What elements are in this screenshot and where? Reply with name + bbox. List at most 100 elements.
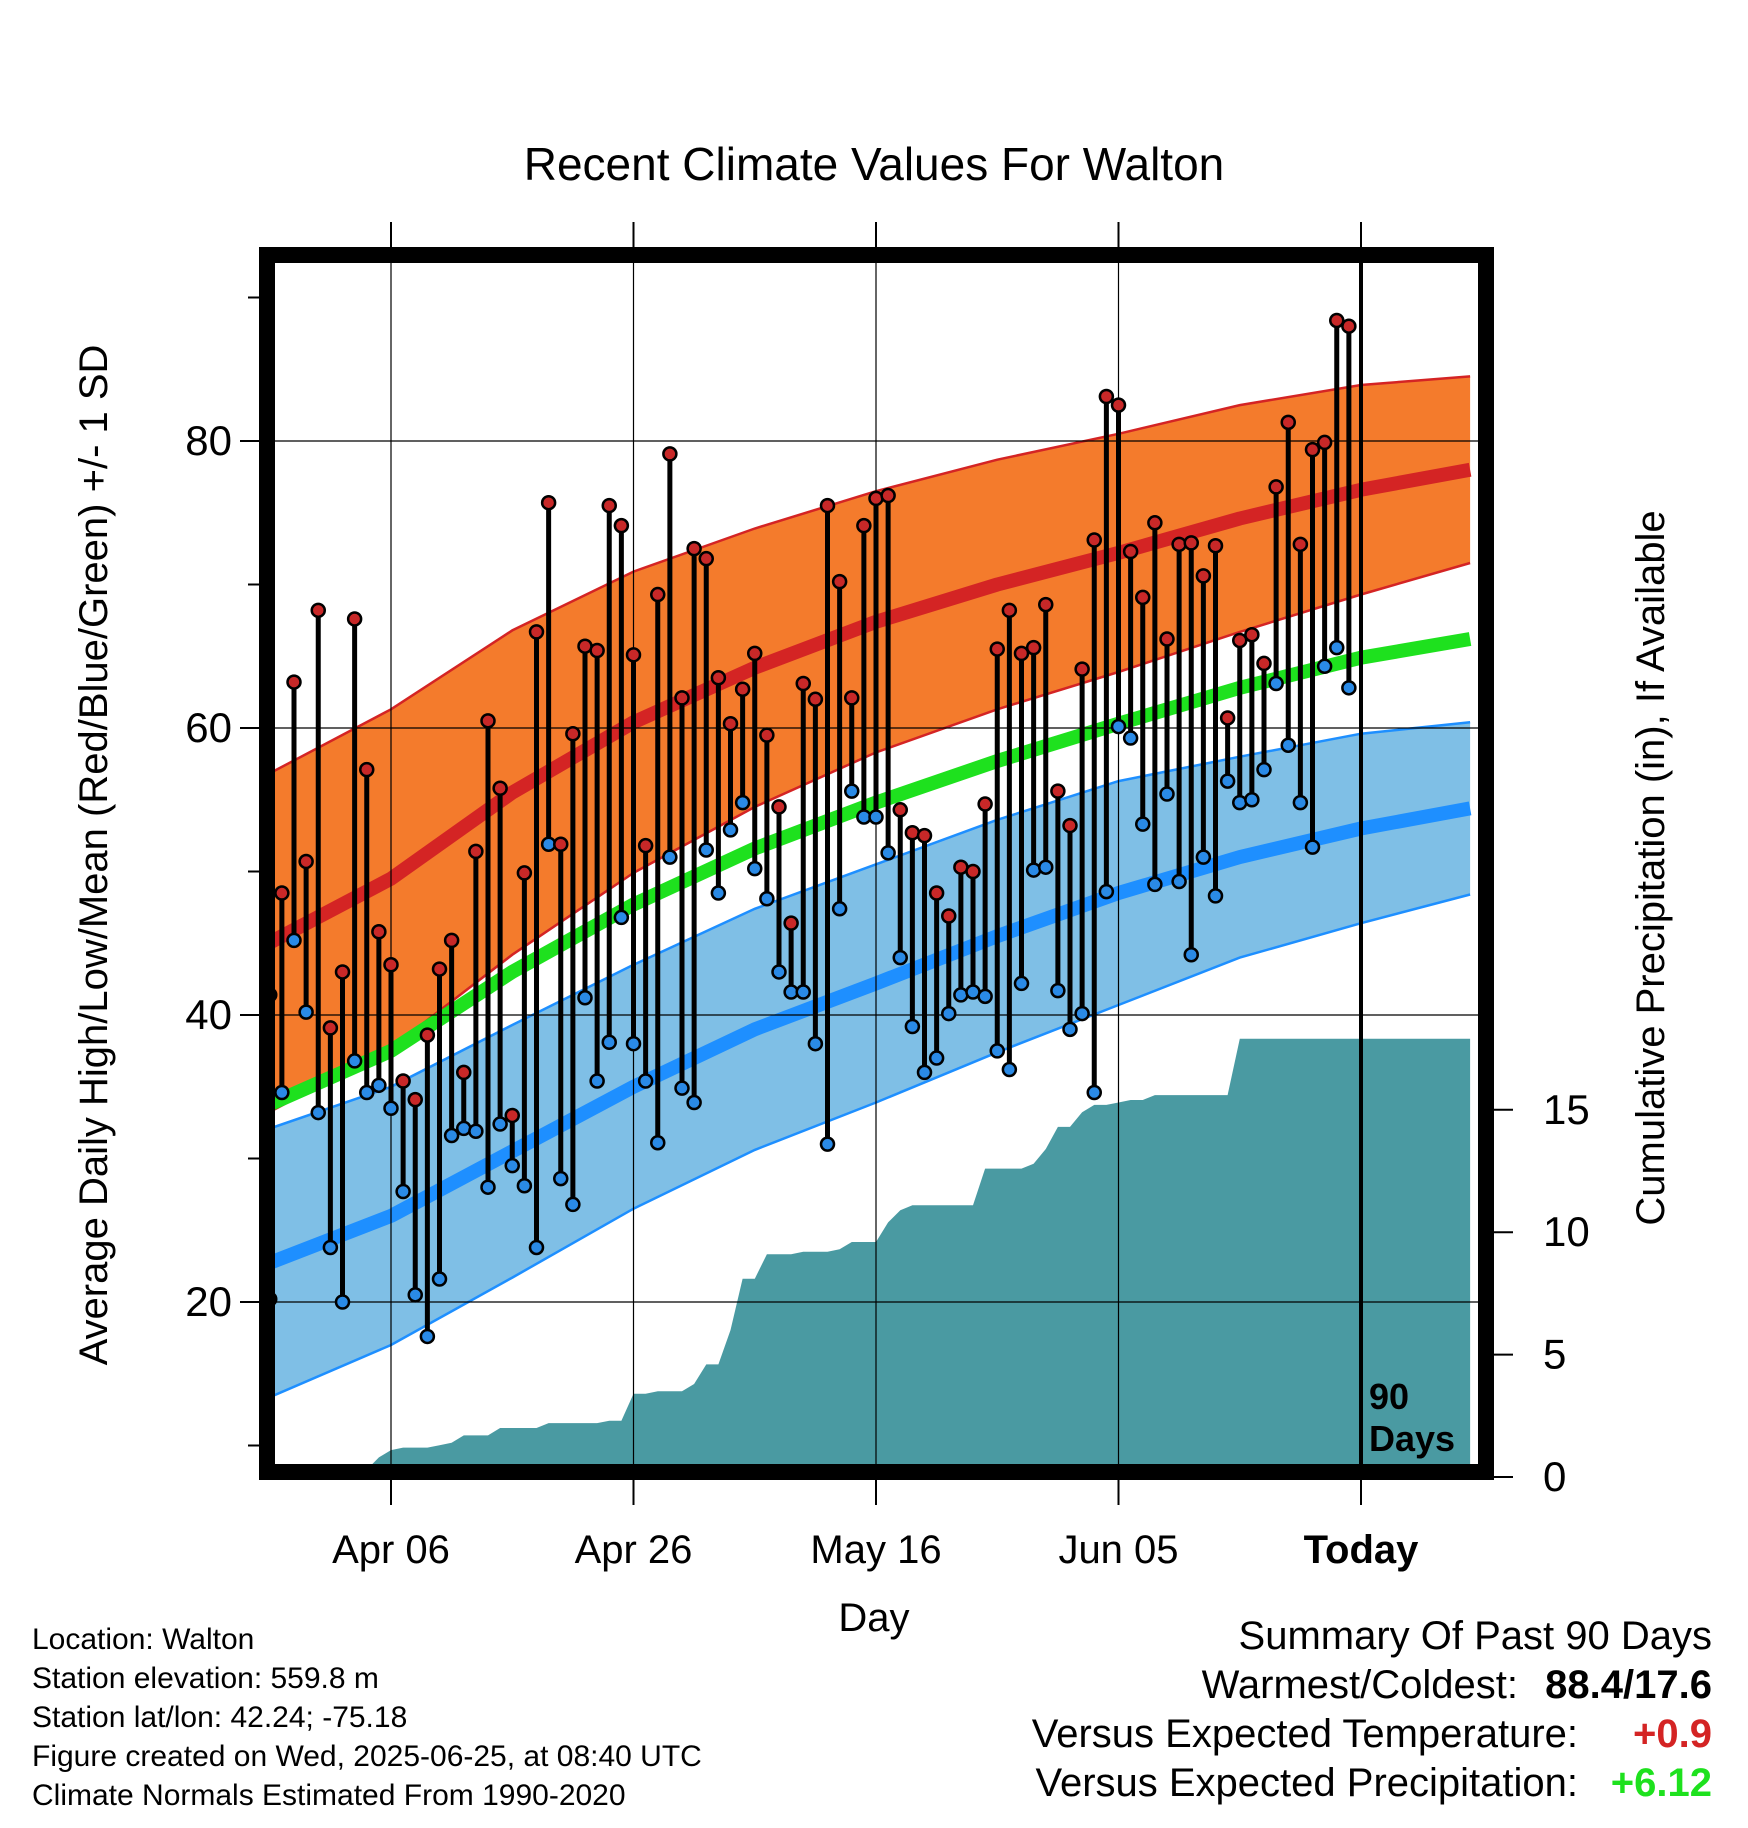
daily-low-point [1244, 792, 1260, 808]
precip-area [369, 1038, 1471, 1467]
daily-high-point [1050, 783, 1066, 799]
y2-tick-label: 0 [1543, 1453, 1566, 1500]
daily-high-point [1183, 535, 1199, 551]
daily-low-point [601, 1034, 617, 1051]
daily-low-point [1001, 1061, 1018, 1078]
daily-high-point [1110, 397, 1127, 413]
daily-low-point [674, 1080, 690, 1096]
daily-low-point [480, 1179, 496, 1195]
latlon-text: Station lat/lon: 42.24; -75.18 [32, 1701, 408, 1734]
x-tick-label: Jun 05 [1058, 1528, 1178, 1572]
x-tick-label: Apr 06 [332, 1528, 450, 1572]
daily-high-point [1341, 318, 1357, 334]
daily-high-point [346, 611, 363, 627]
warm-cold-value: 88.4/17.6 [1545, 1663, 1712, 1707]
daily-high-point [528, 624, 545, 640]
y2-tick-label: 5 [1543, 1331, 1566, 1378]
daily-high-point [734, 681, 751, 698]
daily-high-point [480, 713, 496, 729]
daily-low-point [916, 1064, 933, 1081]
low-normal-band [272, 722, 1471, 1397]
daily-high-point [1244, 626, 1260, 643]
daily-low-point [795, 984, 811, 1000]
y2-tick-label: 10 [1543, 1208, 1590, 1255]
daily-low-point [1062, 1021, 1078, 1038]
daily-low-point [395, 1183, 411, 1200]
daily-high-point [1062, 817, 1078, 834]
daily-low-point [722, 822, 739, 838]
daily-low-point [1135, 816, 1151, 832]
precip-anomaly-row: Versus Expected Precipitation: +6.12 [1032, 1759, 1712, 1808]
plot-frame [259, 247, 1494, 1480]
daily-low-point [1025, 862, 1042, 878]
daily-low-point [1098, 883, 1115, 900]
daily-high-point [662, 446, 678, 462]
daily-low-point [953, 987, 969, 1003]
daily-high-point [941, 908, 957, 924]
daily-low-point [807, 1035, 824, 1052]
x-axis-label: Day [838, 1596, 909, 1640]
daily-low-point [650, 1134, 666, 1151]
daily-high-point [443, 932, 460, 949]
daily-low-point [468, 1123, 484, 1139]
daily-high-point [771, 799, 787, 815]
daily-high-point [1219, 710, 1236, 726]
daily-high-point [1147, 515, 1163, 531]
daily-low-point [892, 949, 908, 966]
daily-high-point [977, 796, 993, 812]
daily-high-point [1013, 645, 1030, 662]
daily-low-point [565, 1196, 581, 1213]
daily-low-point [274, 1084, 290, 1101]
daily-low-point [1232, 794, 1248, 811]
daily-low-point [431, 1271, 448, 1287]
daily-high-point [868, 490, 884, 507]
daily-low-point [613, 909, 630, 926]
daily-low-point [844, 783, 860, 799]
daily-high-point [1232, 632, 1248, 649]
daily-high-point [1086, 532, 1102, 548]
daily-high-point [1098, 388, 1115, 405]
daily-high-point [540, 494, 557, 511]
daily-high-point [1304, 441, 1321, 458]
daily-low-point [1086, 1084, 1102, 1101]
daily-high-point [759, 727, 775, 743]
daily-low-point [1207, 888, 1224, 904]
daily-high-point [698, 550, 714, 567]
daily-high-point [722, 715, 739, 732]
temp-anomaly-value: +0.9 [1633, 1712, 1712, 1756]
y-tick-label: 60 [185, 704, 232, 751]
daily-high-point [783, 915, 799, 931]
daily-high-point [322, 1020, 339, 1036]
high-normal-band [272, 376, 1471, 1111]
daily-low-point [1268, 675, 1284, 692]
daily-high-point [274, 885, 290, 901]
daily-high-point [1280, 414, 1296, 431]
daily-high-point [880, 487, 896, 504]
daily-high-point [1268, 479, 1284, 495]
daily-high-point [601, 497, 617, 514]
y-tick-label: 80 [185, 417, 232, 464]
daily-high-point [1256, 655, 1272, 672]
daily-high-point [686, 540, 702, 557]
daily-low-point [771, 964, 787, 980]
daily-low-point [819, 1136, 836, 1152]
x-tick-label: Apr 26 [575, 1528, 693, 1572]
today-days-number: 90 [1369, 1376, 1409, 1417]
daily-low-point [1304, 839, 1321, 855]
daily-low-point [553, 1170, 569, 1187]
daily-low-point [698, 842, 714, 858]
daily-low-point [941, 1005, 957, 1022]
daily-high-point [1122, 543, 1139, 560]
y-tick-label: 40 [185, 991, 232, 1038]
daily-high-point [334, 964, 351, 980]
daily-low-point [1110, 718, 1127, 735]
daily-low-point [747, 860, 763, 877]
daily-high-point [916, 827, 933, 844]
daily-high-point [831, 573, 848, 590]
daily-high-point [589, 642, 605, 659]
daily-high-point [359, 761, 375, 778]
daily-high-point [553, 836, 569, 852]
daily-high-point [395, 1073, 411, 1089]
